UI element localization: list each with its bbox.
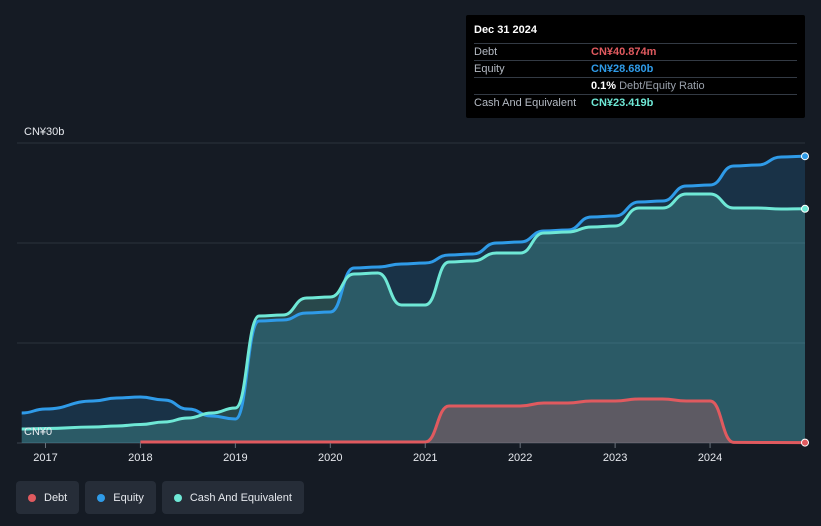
series-endpoint-debt <box>801 438 809 447</box>
legend-cash-dot-icon <box>173 493 182 502</box>
series-areas <box>21 156 805 443</box>
tooltip-equity-value: CN¥28.680b <box>591 63 654 75</box>
tooltip-date: Dec 31 2024 <box>474 24 537 36</box>
tooltip-row-debt: Debt CN¥40.874m <box>474 43 797 60</box>
y-tick-label: CN¥0 <box>24 426 52 438</box>
series-line-cash <box>21 192 806 431</box>
x-axis-ticks: 2017 2018 2019 2020 2021 2022 2023 2024 <box>33 443 722 464</box>
x-tick-label: 2018 <box>128 452 152 464</box>
x-tick-label: 2022 <box>508 452 532 464</box>
series-line-debt <box>140 397 806 445</box>
x-tick-label: 2019 <box>223 452 247 464</box>
tooltip-cash-label: Cash And Equivalent <box>474 97 577 109</box>
tooltip-row-ratio: 0.1% Debt/Equity Ratio <box>474 77 797 94</box>
tooltip-row-equity: Equity CN¥28.680b <box>474 60 797 77</box>
tooltip-ratio-label: Debt/Equity Ratio <box>619 80 705 92</box>
tooltip-equity-label: Equity <box>474 63 505 75</box>
tooltip-ratio-value: 0.1% <box>591 80 617 92</box>
chart-legend: Debt Equity Cash And Equivalent <box>16 481 304 514</box>
x-tick-label: 2020 <box>318 452 342 464</box>
x-tick-label: 2017 <box>33 452 57 464</box>
series-line-equity <box>21 154 806 421</box>
legend-equity-label: Equity <box>113 491 144 504</box>
legend-debt-dot-icon <box>28 493 36 502</box>
tooltip-cash-value: CN¥23.419b <box>591 97 654 109</box>
legend-item-debt[interactable]: Debt <box>16 481 80 514</box>
series-area-cash <box>21 194 805 443</box>
x-tick-label: 2021 <box>413 452 437 464</box>
series-endpoint-equity <box>801 152 809 161</box>
legend-item-equity[interactable]: Equity <box>85 481 156 514</box>
series-lines <box>21 154 806 445</box>
y-tick-label: CN¥30b <box>24 126 64 138</box>
legend-debt-label: Debt <box>44 491 68 504</box>
legend-cash-label: Cash And Equivalent <box>189 491 292 504</box>
y-axis-ticks: CN¥0 CN¥30b <box>24 126 64 438</box>
series-area-equity <box>21 156 805 443</box>
series-area-debt <box>140 399 805 443</box>
tooltip-debt-value: CN¥40.874m <box>591 46 657 58</box>
series-endpoints <box>801 152 809 447</box>
legend-item-cash[interactable]: Cash And Equivalent <box>161 481 304 514</box>
tooltip-debt-label: Debt <box>474 46 498 58</box>
series-endpoint-cash <box>801 204 809 213</box>
legend-equity-dot-icon <box>97 493 106 502</box>
tooltip-row-cash: Cash And Equivalent CN¥23.419b <box>474 94 797 111</box>
data-tooltip: Dec 31 2024 Debt CN¥40.874m Equity CN¥28… <box>466 15 805 118</box>
x-tick-label: 2023 <box>603 452 627 464</box>
x-tick-label: 2024 <box>698 452 722 464</box>
